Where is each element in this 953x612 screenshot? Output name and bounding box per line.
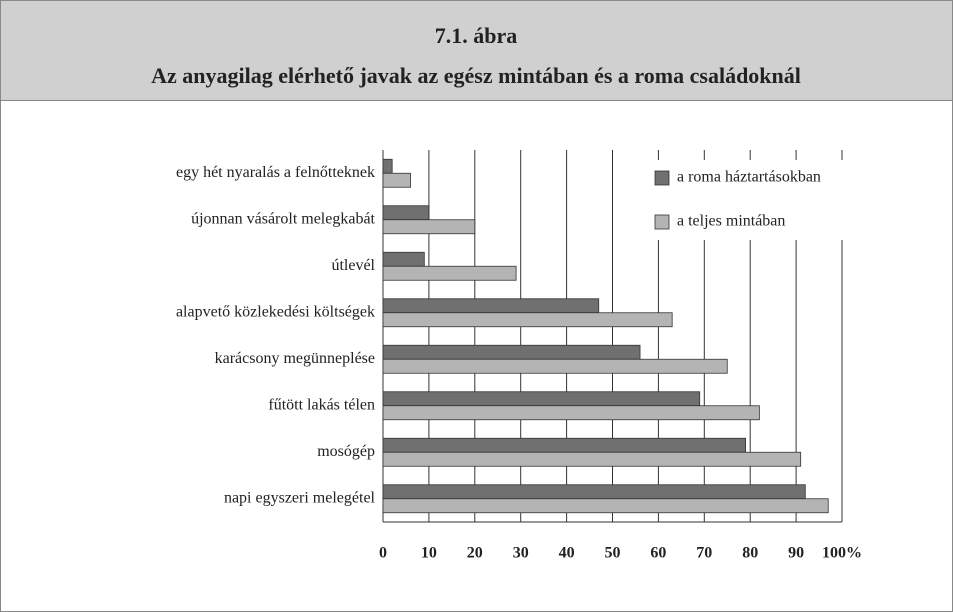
- x-tick-label: 50: [605, 545, 621, 562]
- x-tick-label: 80: [742, 545, 758, 562]
- chart-title: 7.1. ábra: [435, 23, 518, 48]
- bar: [382, 437, 747, 453]
- bar: [382, 158, 393, 174]
- bar: [382, 344, 641, 360]
- x-tick-label: 20: [467, 545, 483, 562]
- x-tick-label: 10: [421, 545, 437, 562]
- bar: [382, 251, 425, 267]
- legend-label: a roma háztartásokban: [677, 169, 821, 186]
- x-tick-label: 60: [650, 545, 666, 562]
- bar: [382, 172, 411, 188]
- legend-label: a teljes mintában: [677, 213, 785, 230]
- bar: [382, 312, 673, 328]
- y-tick-label: egy hét nyaralás a felnőtteknek: [176, 164, 375, 181]
- legend-box: [645, 160, 860, 240]
- y-tick-label: fűtött lakás télen: [268, 396, 375, 413]
- bar: [382, 391, 701, 407]
- y-tick-label: karácsony megünneplése: [215, 350, 375, 367]
- bar: [382, 358, 728, 374]
- x-tick-label: 0: [379, 545, 387, 562]
- header-band: [0, 0, 953, 101]
- legend-swatch: [654, 170, 670, 186]
- x-tick-label: 70: [696, 545, 712, 562]
- bar: [382, 219, 476, 235]
- x-tick-label: 90: [788, 545, 804, 562]
- legend-swatch: [654, 214, 670, 230]
- x-tick-label: 40: [559, 545, 575, 562]
- y-tick-label: mosógép: [317, 443, 375, 460]
- bar: [382, 265, 517, 281]
- bar: [382, 498, 829, 514]
- y-tick-label: alapvető közlekedési költségek: [176, 303, 375, 320]
- y-tick-label: újonnan vásárolt melegkabát: [191, 210, 375, 227]
- x-tick-label: 100%: [822, 545, 862, 562]
- bar: [382, 405, 760, 421]
- bar: [382, 451, 802, 467]
- bar: [382, 205, 430, 221]
- bar: [382, 298, 600, 314]
- chart-subtitle: Az anyagilag elérhető javak az egész min…: [151, 63, 801, 88]
- bar: [382, 484, 806, 500]
- x-tick-label: 30: [513, 545, 529, 562]
- y-tick-label: útlevél: [331, 257, 375, 274]
- y-tick-label: napi egyszeri melegétel: [224, 489, 376, 506]
